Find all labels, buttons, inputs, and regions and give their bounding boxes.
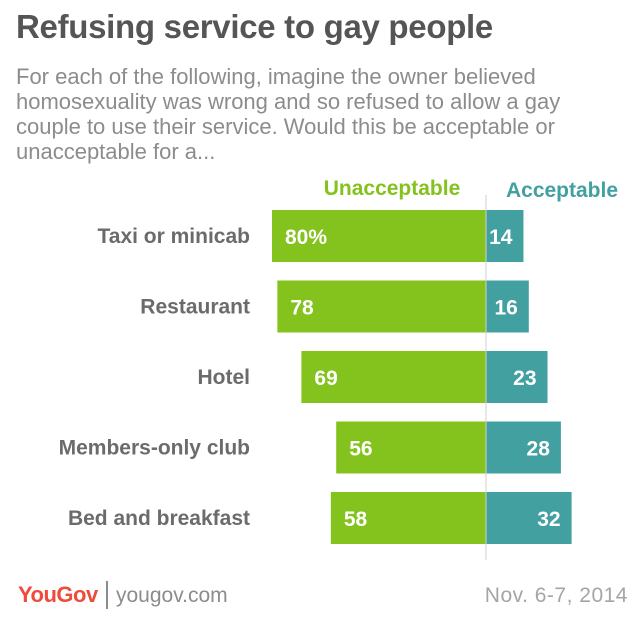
value-label-acceptable: 32 bbox=[537, 508, 560, 531]
bar-unacceptable bbox=[336, 421, 486, 474]
bar-acceptable bbox=[486, 280, 529, 333]
category-label: Taxi or minicab bbox=[98, 225, 251, 248]
value-label-acceptable: 28 bbox=[527, 438, 551, 461]
category-label: Hotel bbox=[198, 366, 251, 389]
value-label-acceptable: 14 bbox=[489, 226, 513, 249]
legend-acceptable: Acceptable bbox=[506, 179, 618, 202]
bar-acceptable bbox=[486, 421, 561, 474]
value-label-acceptable: 16 bbox=[494, 297, 517, 320]
chart-subtitle: For each of the following, imagine the o… bbox=[16, 64, 561, 164]
value-label-acceptable: 23 bbox=[513, 367, 536, 390]
value-label-unacceptable: 58 bbox=[344, 508, 368, 531]
bar-unacceptable bbox=[272, 210, 486, 262]
footer-site-link[interactable]: yougov.com bbox=[116, 584, 228, 607]
category-label: Bed and breakfast bbox=[68, 507, 250, 530]
bar-unacceptable bbox=[277, 280, 486, 333]
bar-acceptable bbox=[486, 351, 548, 403]
value-label-unacceptable: 69 bbox=[314, 367, 337, 390]
legend-unacceptable: Unacceptable bbox=[324, 177, 461, 200]
value-label-unacceptable: 80% bbox=[285, 226, 327, 249]
yougov-logo: YouGov bbox=[18, 582, 98, 607]
value-label-unacceptable: 78 bbox=[290, 297, 314, 320]
category-label: Restaurant bbox=[140, 296, 250, 319]
bar-unacceptable bbox=[301, 351, 486, 403]
bar-acceptable bbox=[486, 210, 524, 262]
footer-date: Nov. 6-7, 2014 bbox=[484, 584, 628, 607]
chart-title: Refusing service to gay people bbox=[16, 8, 493, 45]
bar-unacceptable bbox=[330, 492, 486, 544]
footer-divider bbox=[106, 581, 108, 609]
value-label-unacceptable: 56 bbox=[349, 438, 372, 461]
category-label: Members-only club bbox=[59, 437, 250, 460]
bar-acceptable bbox=[486, 492, 572, 544]
